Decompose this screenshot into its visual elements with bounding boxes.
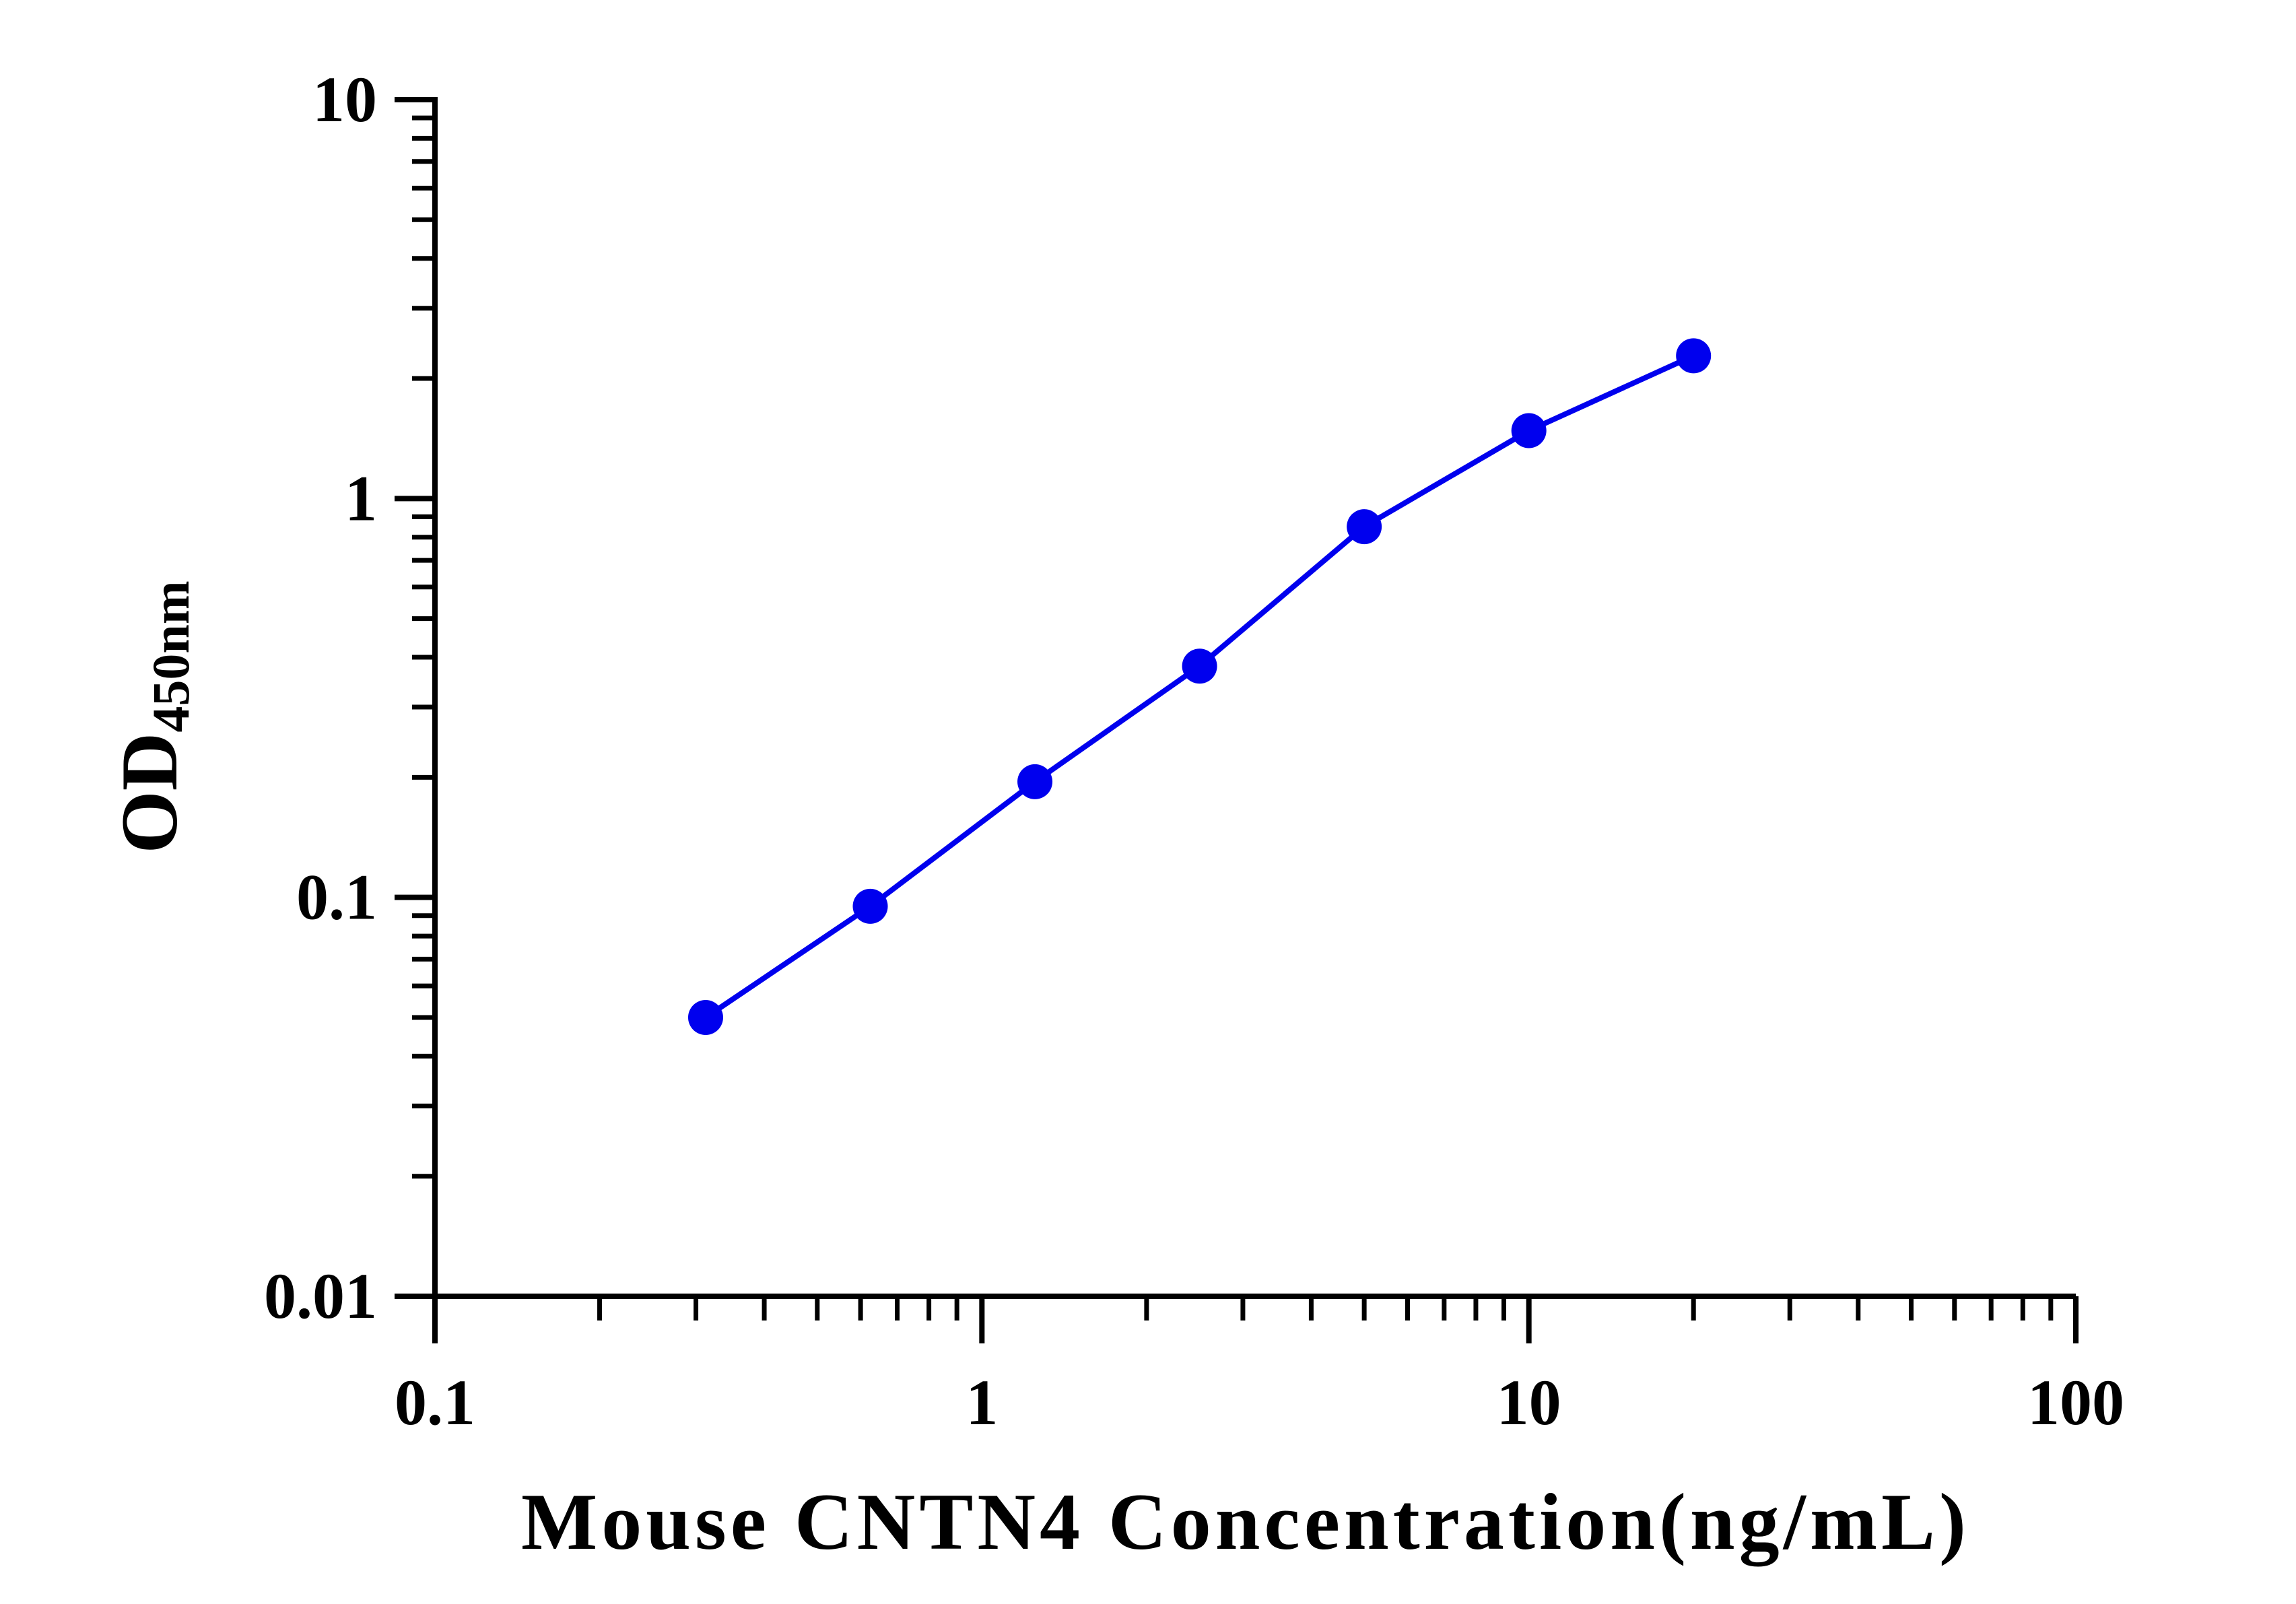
data-point [687, 999, 723, 1035]
data-point [852, 888, 888, 924]
data-point [1676, 338, 1712, 374]
y-tick-label: 0.1 [296, 861, 377, 933]
data-point [1017, 764, 1053, 799]
y-axis-title-sub: 450nm [141, 580, 200, 732]
y-axis-title: OD450nm [104, 580, 200, 853]
x-tick-label: 10 [1497, 1366, 1561, 1438]
ticks [395, 97, 2079, 1343]
y-tick-label: 10 [312, 63, 377, 135]
x-tick-label: 0.1 [395, 1366, 475, 1438]
x-tick-label: 100 [2027, 1366, 2124, 1438]
y-axis-title-main: OD [104, 733, 194, 854]
x-axis-title: Mouse CNTN4 Concentration(ng/mL) [521, 1477, 1970, 1567]
data-point [1182, 648, 1217, 684]
data-point [1511, 413, 1547, 448]
axes [432, 97, 2076, 1299]
series [687, 338, 1712, 1035]
y-tick-label: 1 [345, 462, 377, 534]
y-tick-label: 0.01 [264, 1260, 377, 1332]
x-tick-label: 1 [966, 1366, 998, 1438]
series-line [704, 353, 1695, 1020]
data-point [1347, 509, 1382, 545]
